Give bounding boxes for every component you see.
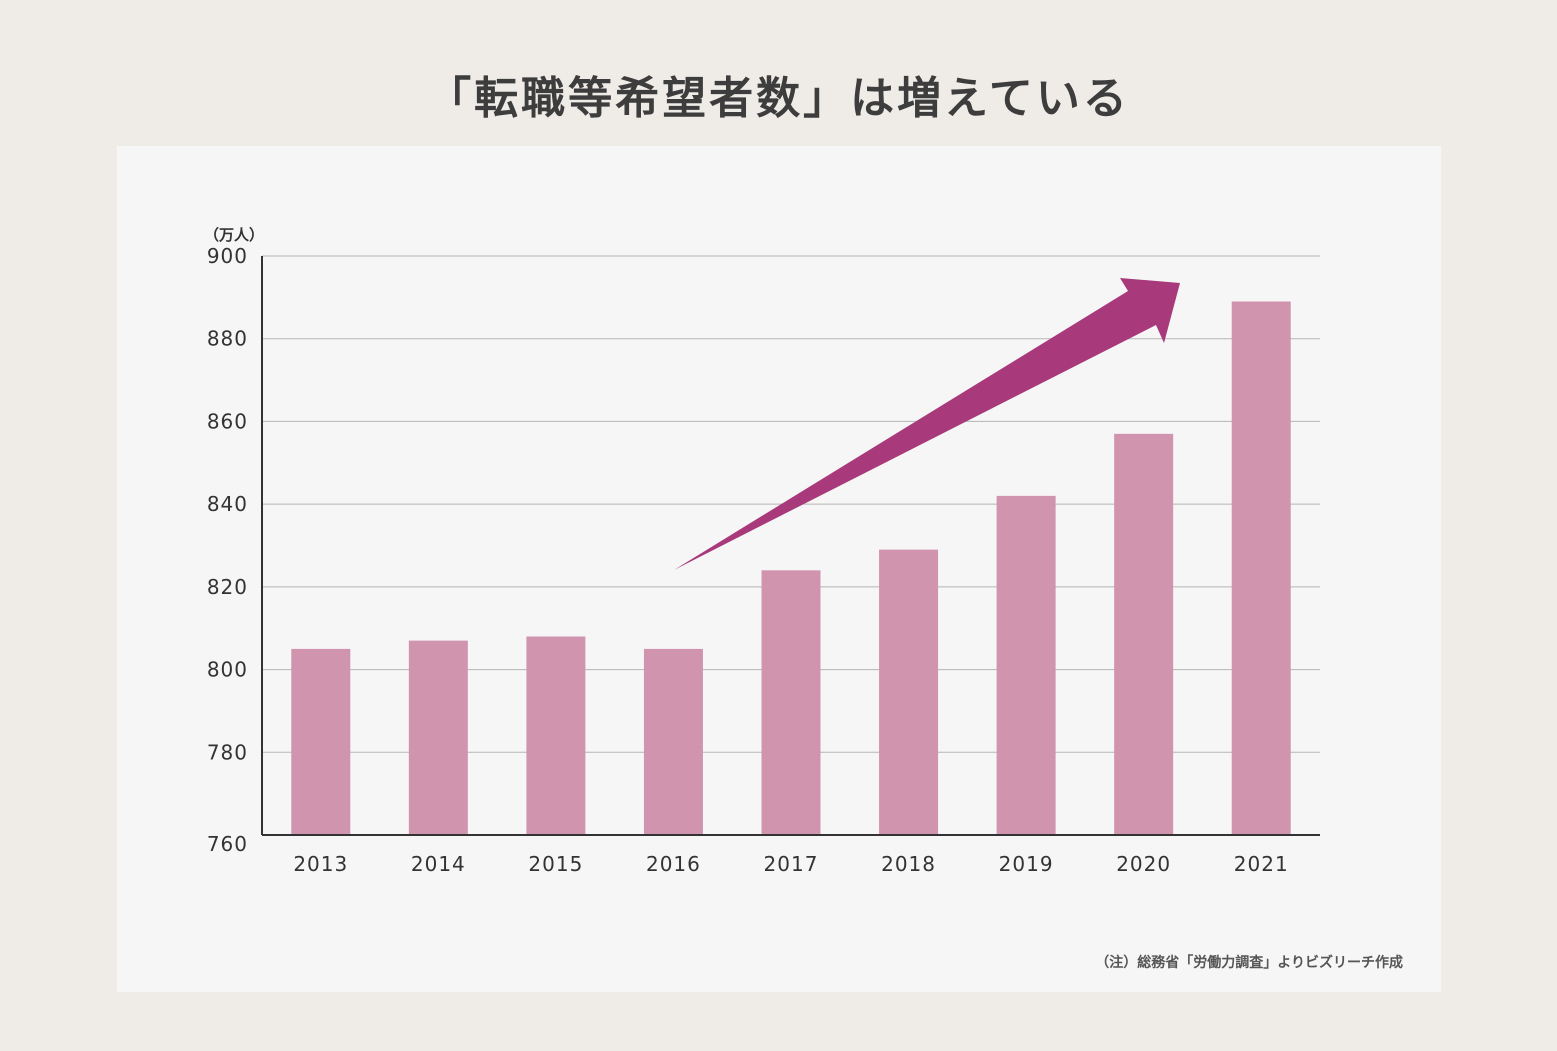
y-tick-label-760: 760 xyxy=(207,832,248,856)
bar-2018 xyxy=(879,549,939,835)
y-tick-label-780: 780 xyxy=(207,740,248,764)
bar-2019 xyxy=(996,495,1056,835)
y-unit-label: （万人） xyxy=(204,226,264,244)
source-note: （注）総務省「労働力調査」よりビズリーチ作成 xyxy=(1095,955,1403,971)
bar-2014 xyxy=(408,640,468,835)
bar-2015 xyxy=(526,636,586,835)
y-tick-label-860: 860 xyxy=(207,409,248,433)
x-tick-label-2013: 2013 xyxy=(293,852,348,876)
bar-2017 xyxy=(761,570,821,835)
chart-title: 「転職等希望者数」は増えている xyxy=(427,73,1130,124)
x-tick-label-2015: 2015 xyxy=(528,852,583,876)
bar-2013 xyxy=(291,648,351,835)
x-tick-label-2019: 2019 xyxy=(999,852,1054,876)
trend-arrow xyxy=(674,278,1180,570)
bar-2020 xyxy=(1114,433,1174,835)
bar-2021 xyxy=(1231,301,1291,835)
bar-2016 xyxy=(643,648,703,835)
y-tick-label-840: 840 xyxy=(207,492,248,516)
x-tick-label-2016: 2016 xyxy=(646,852,701,876)
bar-chart: 760 780 800 820 840 860 880 900（万人） 2013 2014 2015… xyxy=(204,226,1320,876)
y-tick-label-880: 880 xyxy=(207,327,248,351)
x-tick-label-2014: 2014 xyxy=(411,852,466,876)
x-tick-label-2017: 2017 xyxy=(764,852,819,876)
y-tick-label-900: 900 xyxy=(207,244,248,268)
x-tick-label-2021: 2021 xyxy=(1234,852,1289,876)
x-tick-label-2020: 2020 xyxy=(1116,852,1171,876)
x-tick-label-2018: 2018 xyxy=(881,852,936,876)
y-tick-label-800: 800 xyxy=(207,658,248,682)
chart-panel: 760 780 800 820 840 860 880 900 （万人） 2013 2014 2015… xyxy=(117,146,1441,992)
y-tick-label-820: 820 xyxy=(207,575,248,599)
